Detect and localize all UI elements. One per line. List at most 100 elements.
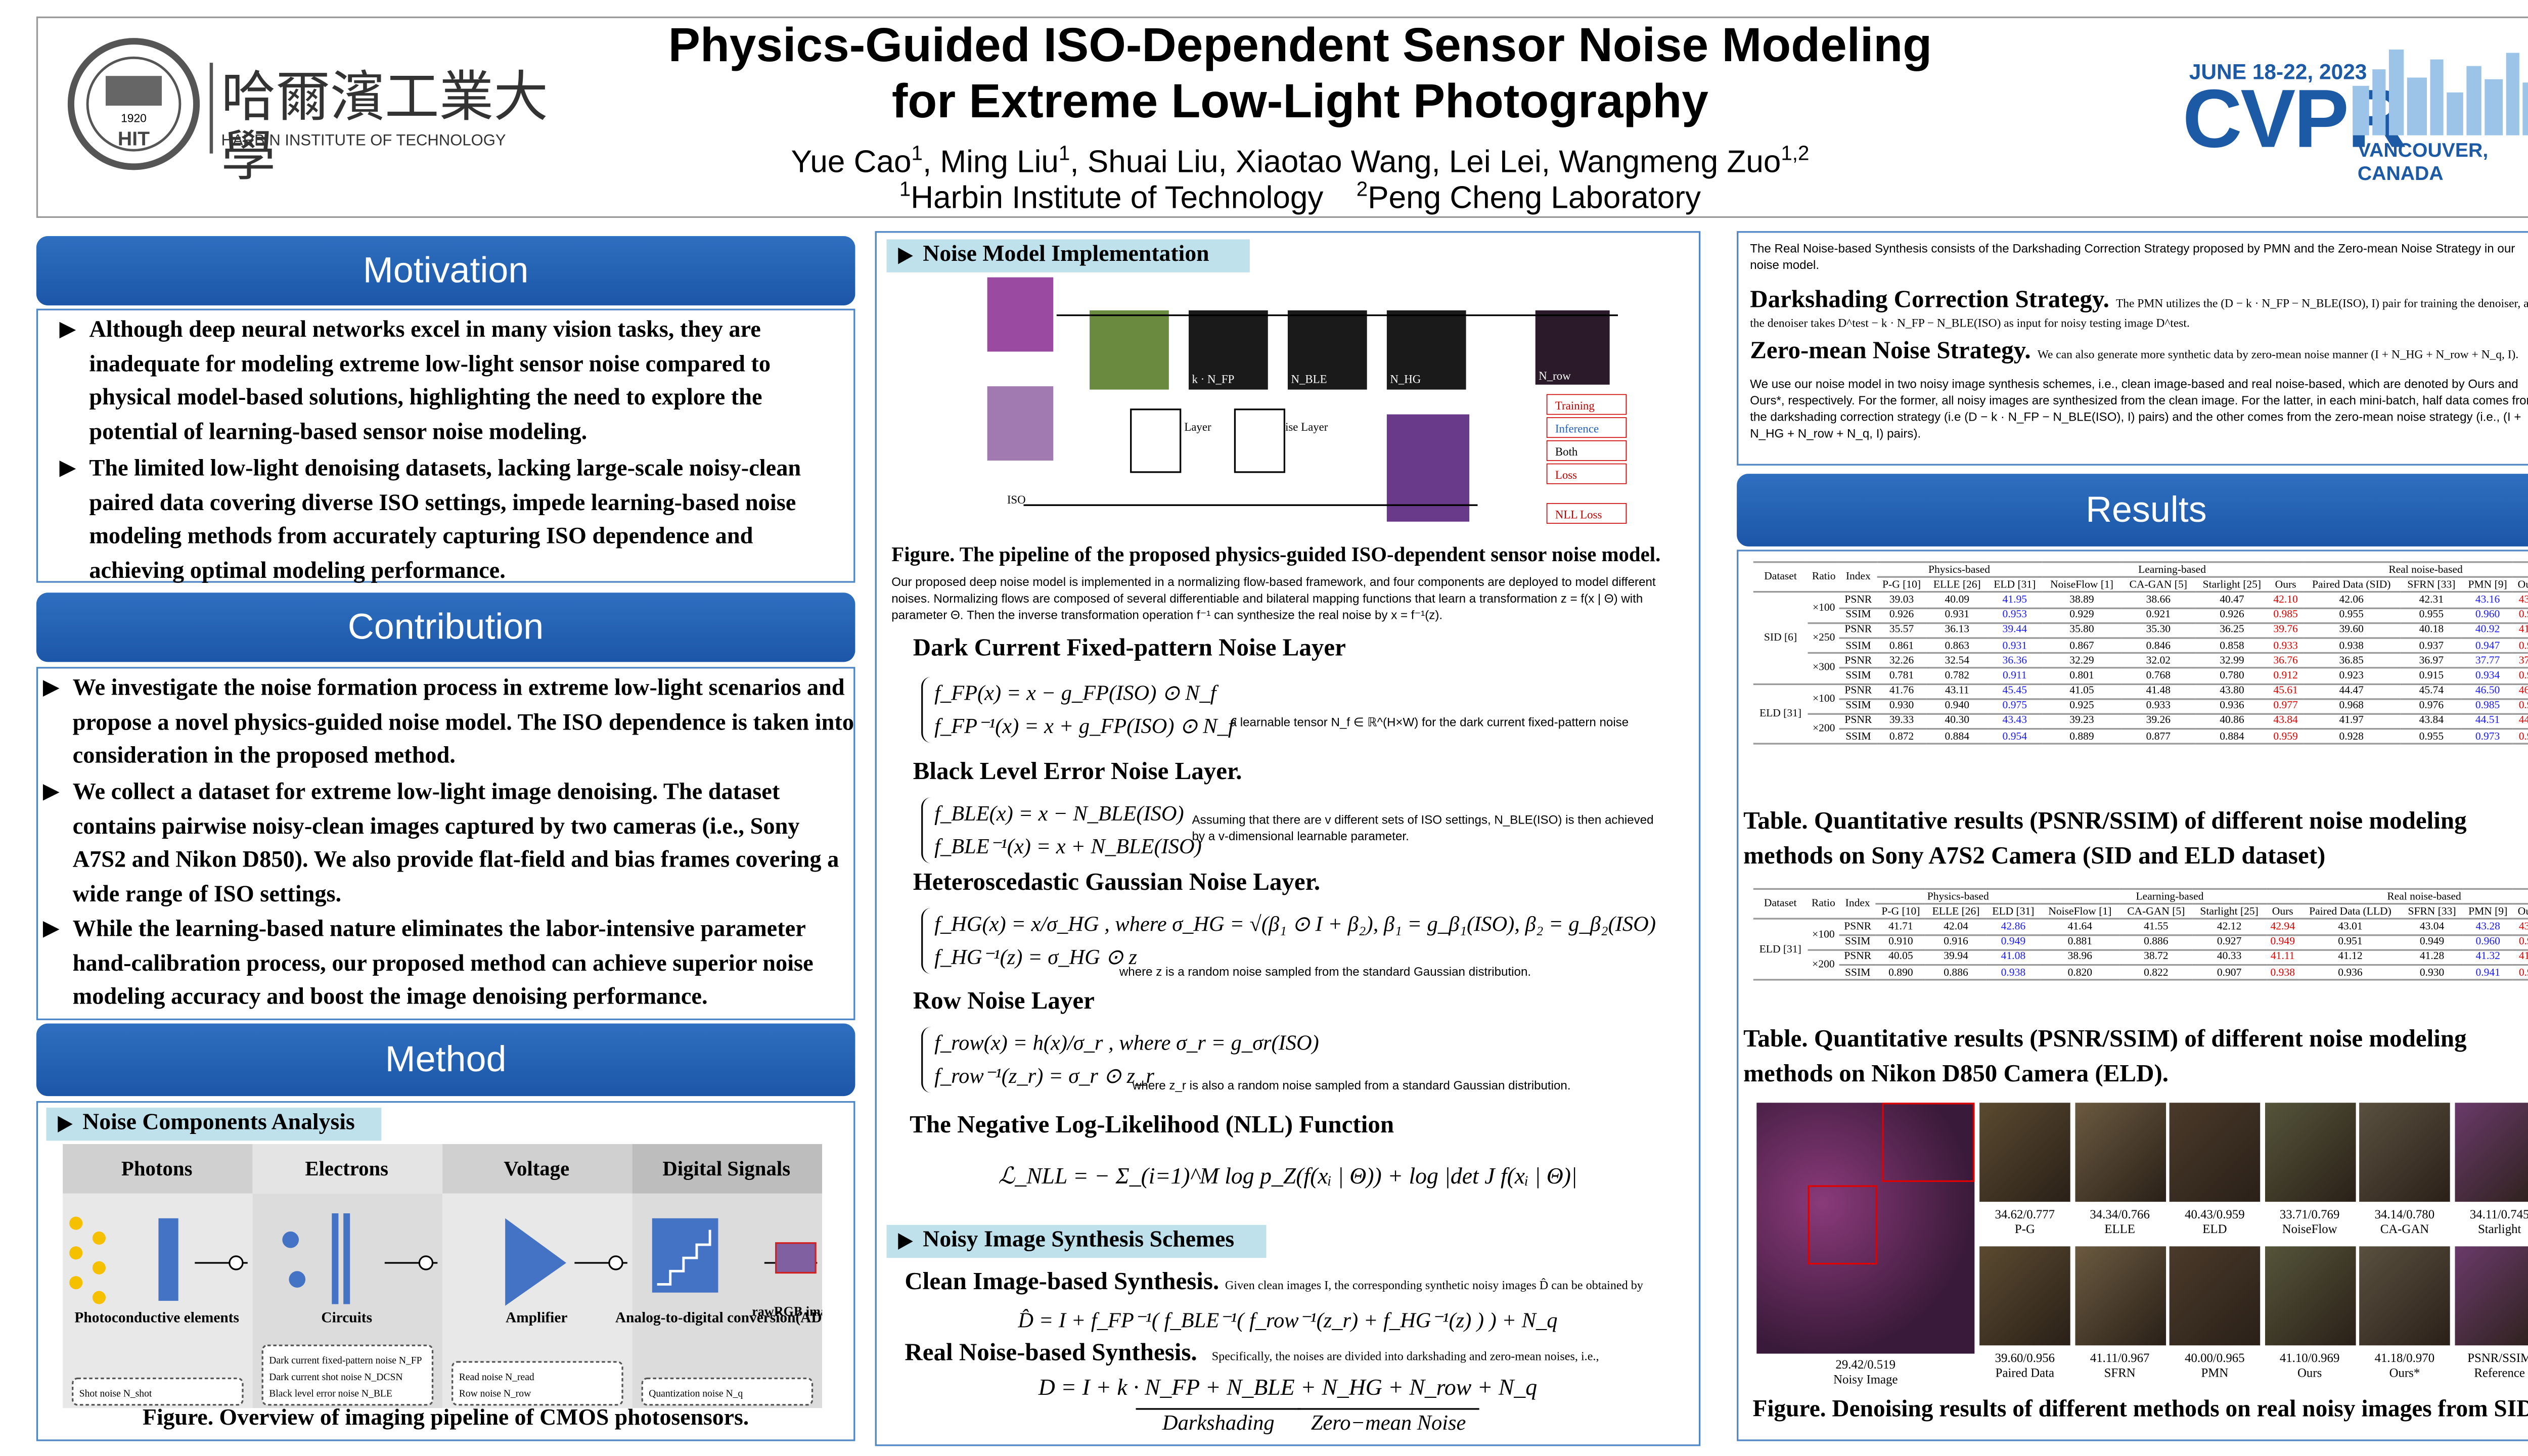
skyline-building bbox=[2430, 59, 2444, 135]
value-cell: 41.63 bbox=[2513, 948, 2528, 965]
data-row: SSIM 0.926 0.931 0.953 0.929 0.921 0.926 0.985 0… bbox=[1753, 607, 2528, 623]
value-cell: 40.05 bbox=[1876, 948, 1926, 965]
value-cell: 0.940 bbox=[1926, 698, 1988, 714]
value-cell: 43.28 bbox=[2462, 918, 2513, 935]
value-cell: 36.97 bbox=[2400, 652, 2462, 668]
stage-name: Electrons bbox=[305, 1157, 388, 1180]
brace bbox=[921, 1027, 931, 1093]
adder bbox=[608, 1255, 623, 1270]
value-cell: 0.949 bbox=[2401, 933, 2463, 950]
stage-panel bbox=[63, 1193, 253, 1408]
zoom-box bbox=[1808, 1185, 1877, 1265]
value-cell: 43.43 bbox=[1988, 713, 2042, 729]
value-cell: 44.51 bbox=[2462, 713, 2513, 729]
ratio-cell: ×200 bbox=[1807, 948, 1840, 980]
equation: f_HG(x) = x/σ_HG , where σ_HG = √(β₁ ⊙ I… bbox=[934, 911, 1656, 936]
data-row: SSIM 0.910 0.916 0.949 0.881 0.886 0.927 0.949 0… bbox=[1753, 933, 2528, 950]
skyline-building bbox=[2485, 79, 2503, 135]
group-cell: Physics-based bbox=[1876, 561, 2042, 577]
pipeline-label: Training bbox=[1555, 399, 1595, 412]
result-image bbox=[1979, 1103, 2070, 1202]
score: 34.62/0.777 bbox=[1995, 1206, 2055, 1222]
stage-element: Analog-to-digital conversion(ADC) bbox=[615, 1310, 822, 1326]
figure-caption: Figure. Overview of imaging pipeline of … bbox=[143, 1406, 749, 1432]
value-cell: 0.985 bbox=[2462, 698, 2513, 714]
value-cell: 0.975 bbox=[1988, 698, 2042, 714]
result-image bbox=[2169, 1103, 2261, 1202]
value-cell: 41.11 bbox=[2266, 948, 2299, 965]
value-cell: 42.04 bbox=[1925, 918, 1987, 935]
figure-caption: Figure. Denoising results of different m… bbox=[1752, 1396, 2528, 1423]
value-cell: 0.907 bbox=[2192, 964, 2266, 980]
score: 41.11/0.967 bbox=[2090, 1350, 2150, 1366]
noise-model-tag: Noise Model Implementation bbox=[886, 239, 1250, 272]
index-cell: SSIM bbox=[1840, 698, 1877, 714]
title: for Extreme Low-Light Photography bbox=[891, 76, 1708, 129]
result-image bbox=[2359, 1103, 2450, 1202]
result-image bbox=[1979, 1246, 2070, 1346]
stage-element: Amplifier bbox=[506, 1310, 567, 1326]
data-row: SSIM 0.872 0.884 0.954 0.889 0.877 0.884 0.959 0… bbox=[1753, 728, 2528, 744]
noise-box bbox=[641, 1377, 814, 1406]
affiliations: 1Harbin Institute of Technology 2Peng Che… bbox=[495, 172, 2105, 219]
strategy-text: The PMN utilizes the (D − k · N_FP − N_B… bbox=[1750, 297, 2528, 331]
value-cell: 35.80 bbox=[2042, 622, 2122, 638]
value-cell: 44.95 bbox=[2513, 713, 2528, 729]
brace bbox=[921, 797, 931, 863]
column-cell: P-G [10] bbox=[1876, 576, 1927, 593]
electron bbox=[289, 1271, 306, 1288]
value-cell: 0.782 bbox=[1926, 667, 1988, 684]
value-cell: 38.66 bbox=[2121, 592, 2195, 608]
value-cell: 0.936 bbox=[2299, 964, 2402, 980]
noise-label: Read noise N_read bbox=[459, 1372, 534, 1383]
stage-header bbox=[63, 1144, 253, 1194]
value-cell: 39.23 bbox=[2042, 713, 2122, 729]
bullet: Although deep neural networks excel in m… bbox=[50, 313, 848, 449]
photon bbox=[92, 1231, 106, 1245]
image-thumb bbox=[1535, 310, 1610, 385]
photon bbox=[92, 1291, 106, 1304]
value-cell: 0.933 bbox=[2269, 637, 2303, 653]
value-cell: 0.927 bbox=[2192, 933, 2266, 950]
layer-title: Row Noise Layer bbox=[913, 988, 1095, 1016]
image-thumb bbox=[1386, 310, 1466, 390]
data-row: SSIM 0.890 0.886 0.938 0.820 0.822 0.907 0.938 0… bbox=[1753, 964, 2528, 980]
data-row: ×300 PSNR 32.26 32.54 36.36 32.29 32.02 32.99 36… bbox=[1753, 652, 2528, 684]
column-cell: Ours bbox=[2269, 576, 2303, 593]
layer-title: Heteroscedastic Gaussian Noise Layer. bbox=[913, 870, 1321, 897]
photodiode bbox=[158, 1218, 178, 1301]
value-cell: 0.867 bbox=[2042, 637, 2122, 653]
paragraph: The Real Noise-based Synthesis consists … bbox=[1750, 241, 2515, 272]
legend-box bbox=[1546, 394, 1627, 415]
skyline-building bbox=[2466, 66, 2481, 135]
value-cell: 41.05 bbox=[2042, 682, 2122, 699]
result-image bbox=[2074, 1246, 2165, 1346]
value-cell: 0.890 bbox=[1876, 964, 1926, 980]
value-cell: 0.884 bbox=[2195, 728, 2269, 744]
value-cell: 41.95 bbox=[1988, 592, 2042, 608]
value-cell: 39.60 bbox=[2302, 622, 2401, 638]
column-cell: SFRN [33] bbox=[2400, 576, 2462, 593]
index-cell: SSIM bbox=[1840, 637, 1877, 653]
value-cell: 0.781 bbox=[1876, 667, 1927, 684]
value-cell: 0.933 bbox=[2121, 698, 2195, 714]
header-cell: Dataset bbox=[1753, 888, 1808, 920]
header-row: P-G [10] ELLE [26] ELD [31] NoiseFlow [1] CA… bbox=[1753, 576, 2528, 593]
value-cell: 0.968 bbox=[2302, 698, 2401, 714]
noise-label: Quantization noise N_q bbox=[649, 1388, 743, 1399]
paragraph: We use our noise model in two noisy imag… bbox=[1750, 376, 2528, 441]
strategy: Darkshading Correction Strategy. The PMN … bbox=[1750, 287, 2528, 332]
value-cell: 43.80 bbox=[2195, 682, 2269, 699]
stage-header bbox=[252, 1144, 443, 1194]
value-cell: 38.72 bbox=[2119, 948, 2193, 965]
image-thumb bbox=[1090, 310, 1169, 390]
method-name: SFRN bbox=[2104, 1365, 2136, 1380]
paragraph: Our proposed deep noise model is impleme… bbox=[891, 574, 1656, 623]
stage-name: Photons bbox=[121, 1157, 193, 1180]
index-cell: PSNR bbox=[1840, 713, 1877, 729]
score: 40.43/0.959 bbox=[2185, 1206, 2245, 1222]
value-cell: 0.925 bbox=[2042, 698, 2122, 714]
skyline-building bbox=[2353, 85, 2369, 135]
photon bbox=[92, 1261, 106, 1275]
